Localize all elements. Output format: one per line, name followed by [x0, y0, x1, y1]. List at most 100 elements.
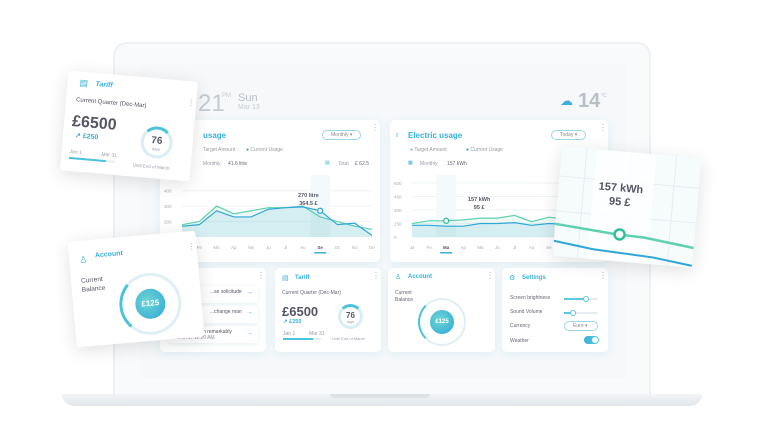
x-tick-label: No — [352, 245, 358, 250]
volume-label: Sound Volume — [510, 309, 543, 315]
days-value: 76 — [346, 311, 355, 320]
floating-tariff-card: ▤ Tariff ⋮ Current Quarter (Dec-Mar) £65… — [59, 70, 199, 182]
days-label: days — [151, 146, 161, 152]
target-line — [555, 222, 694, 250]
y-tick-label: 150 — [394, 222, 402, 227]
legend-current: Current Usage — [250, 147, 283, 153]
more-icon[interactable]: ⋮ — [372, 271, 380, 280]
arrow-right-icon: → — [246, 289, 253, 296]
x-tick-label: Ma — [213, 245, 220, 250]
tooltip-usage: 157 kWh — [468, 197, 491, 203]
start-date: Jan 1 — [69, 148, 82, 156]
volume-slider[interactable] — [564, 310, 598, 316]
snow-cloud-icon: ☁ — [560, 93, 573, 108]
x-tick-label: Ju — [495, 245, 500, 250]
y-tick-label: 600 — [394, 181, 402, 186]
receipt-icon: ▤ — [325, 160, 330, 166]
item-text: ...change man — [210, 309, 242, 315]
weather-label: Weather — [510, 338, 529, 344]
lightbulb-icon: ♁ — [394, 130, 400, 139]
days-label: days — [346, 320, 355, 324]
end-date: Mar 31 — [101, 151, 118, 160]
x-tick-label: My — [248, 245, 255, 250]
balance-label-2: Balance — [81, 284, 106, 294]
selected-month-indicator — [314, 252, 327, 254]
quarter-progress — [283, 338, 321, 340]
card-title: Account — [94, 250, 124, 260]
legend-target: Target Amount — [203, 147, 236, 153]
selected-month-indicator — [440, 252, 453, 254]
x-tick-label: Jl — [513, 245, 516, 250]
calendar-icon: ▦ — [408, 160, 413, 166]
clock-time: 21 — [198, 90, 225, 117]
card-title: Tariff — [95, 80, 113, 90]
gear-icon: ⚙ — [509, 275, 516, 282]
more-icon[interactable]: ⋮ — [599, 271, 607, 280]
more-icon[interactable]: ⋮ — [371, 123, 379, 132]
day: Sun — [238, 92, 258, 104]
tariff-icon: ▤ — [282, 275, 289, 282]
x-tick-label: Ma — [477, 245, 484, 250]
temp-unit: °C — [601, 93, 607, 99]
period-dropdown[interactable]: Monthly ▾ — [322, 130, 362, 140]
selected-point — [443, 217, 450, 224]
legend-dot-icon: ● — [466, 147, 470, 153]
series-area — [412, 215, 600, 237]
until-label: Until End of March — [132, 162, 170, 171]
card-title: Electric usage — [408, 131, 463, 140]
monthly-value: 157 kWh — [447, 161, 467, 167]
balance-label: Current — [395, 290, 412, 296]
tariff-icon: ▤ — [79, 77, 89, 89]
tooltip-cost: 364.5 £ — [299, 201, 318, 207]
card-title: usage — [203, 131, 227, 140]
currency-label: Currency — [510, 323, 531, 329]
clock-ampm: PM — [222, 93, 231, 99]
x-tick-label: Ap — [231, 245, 237, 250]
currency-dropdown[interactable]: Euro ▾ — [564, 321, 598, 331]
tariff-delta: ↗ £250 — [283, 319, 302, 325]
period-dropdown[interactable]: Today ▾ — [551, 130, 587, 140]
more-icon[interactable]: ⋮ — [599, 123, 607, 132]
balance-gauge — [418, 298, 466, 346]
more-icon[interactable]: ⋮ — [257, 271, 265, 280]
period-value: Today — [560, 132, 574, 138]
more-icon[interactable]: ⋮ — [486, 271, 494, 280]
x-tick-label: Ju — [266, 245, 271, 250]
legend-current: Current Usage — [470, 147, 503, 153]
card-title: Tariff — [295, 275, 310, 281]
y-tick-label: 300 — [394, 208, 402, 213]
series-line-0 — [181, 205, 373, 230]
monthly-label: Monthly — [420, 161, 438, 167]
weather-toggle[interactable] — [584, 336, 599, 344]
x-tick-label: Se — [546, 245, 552, 250]
zoomed-chart — [553, 148, 699, 267]
balance-label-2: Balance — [395, 297, 414, 303]
tooltip-usage: 270 litre — [298, 193, 319, 199]
series-line-1 — [181, 206, 373, 236]
total-value: £ 62.5 — [355, 161, 369, 167]
user-icon: ♙ — [78, 254, 88, 265]
monthly-value: 41.6 litre — [228, 161, 248, 167]
user-icon: ♙ — [395, 274, 402, 281]
tariff-delta: ↗ £250 — [74, 132, 99, 142]
currency-value: Euro — [573, 323, 584, 329]
more-icon[interactable]: ⋮ — [186, 98, 196, 108]
x-tick-label: Ja — [410, 245, 415, 250]
until-label: Until End of March — [332, 336, 365, 341]
date: Mar 13 — [238, 104, 260, 111]
quarter-label: Current Quarter (Dec-Mar) — [75, 97, 147, 110]
x-tick-label: Ma — [443, 245, 450, 250]
legend-dot-icon: ● — [410, 147, 414, 153]
x-tick-label: Se — [317, 245, 323, 250]
more-icon[interactable]: ⋮ — [187, 241, 196, 252]
selected-point — [613, 228, 626, 241]
x-tick-label: Fe — [197, 245, 203, 250]
highlight-band — [436, 175, 457, 237]
brightness-slider[interactable] — [564, 296, 598, 302]
item-time: March 2, 11:20 AM — [173, 335, 215, 341]
account-card: ♙ Account ⋮ Current Balance £125 — [388, 268, 495, 352]
quarter-label: Current Quarter (Dec-Mar) — [282, 290, 341, 296]
x-tick-label: De — [369, 245, 375, 250]
y-tick-label: 300 — [164, 204, 172, 209]
tariff-card: ▤ Tariff ⋮ Current Quarter (Dec-Mar) £65… — [275, 268, 381, 352]
